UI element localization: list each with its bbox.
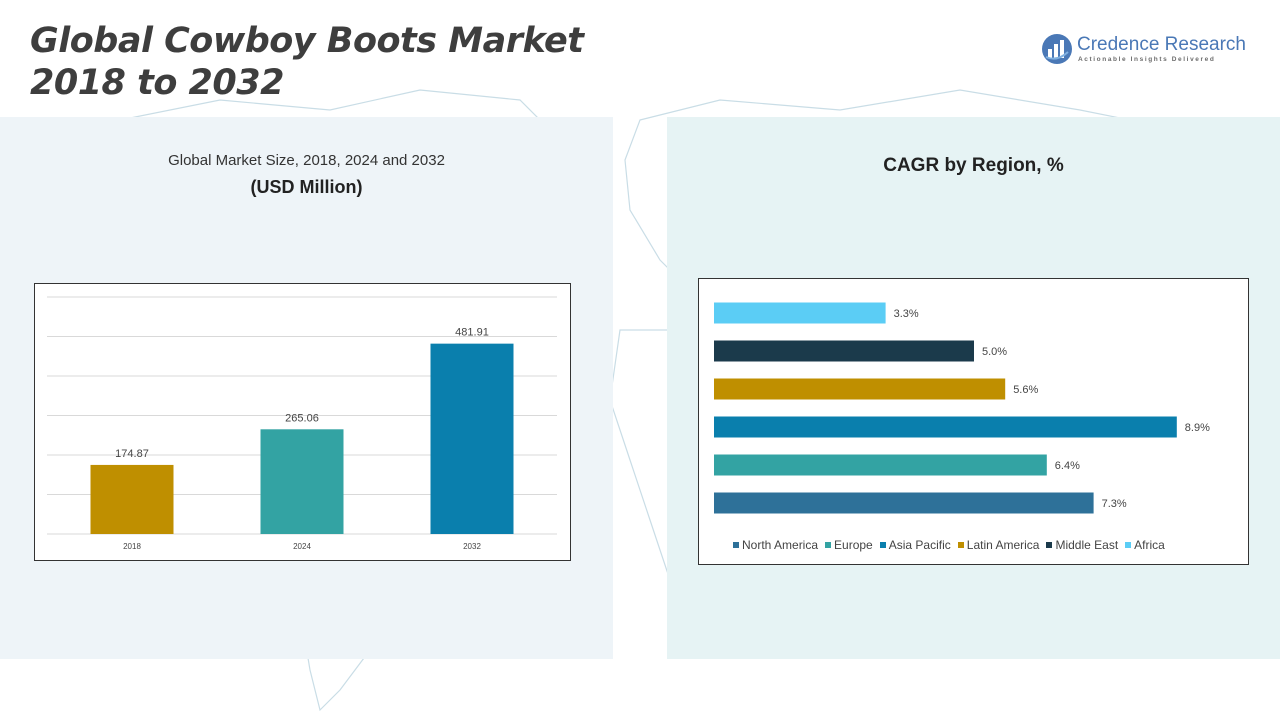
title-line-1: Global Cowboy Boots Market [30, 21, 584, 61]
bar-middle-east [714, 340, 974, 362]
credence-logo-icon [1042, 34, 1072, 64]
legend-label: Middle East [1055, 538, 1119, 552]
bar-2018 [90, 464, 174, 534]
market-size-bar-chart: 174.87 2018 265.06 2024 481.91 2032 [47, 296, 557, 551]
bar-value-label: 3.3% [894, 308, 919, 320]
market-size-chart: 174.87 2018 265.06 2024 481.91 2032 [34, 283, 571, 561]
bar-value-label: 481.91 [455, 327, 489, 339]
left-chart-unit: (USD Million) [250, 177, 363, 197]
legend-item: Asia Pacific [879, 538, 951, 552]
bar-asia-pacific [714, 416, 1177, 438]
page-title: Global Cowboy Boots Market 2018 to 2032 [30, 20, 584, 104]
logo-name: Credence Research [1077, 34, 1246, 55]
bar-2024 [260, 429, 344, 534]
legend-swatch [1125, 542, 1132, 548]
credence-research-logo: Credence Research Actionable Insights De… [1040, 31, 1260, 71]
bar-north-america [714, 492, 1094, 514]
bar-value-label: 6.4% [1055, 460, 1080, 472]
legend-item: Europe [825, 538, 873, 552]
bar-value-label: 8.9% [1185, 422, 1210, 434]
legend-item: Middle East [1046, 538, 1118, 552]
x-tick-label: 2032 [463, 542, 481, 551]
legend-label: Latin America [966, 538, 1040, 552]
bar-value-label: 265.06 [285, 412, 319, 424]
legend-swatch [733, 542, 739, 548]
legend-label: Asia Pacific [888, 538, 951, 552]
legend-label: Africa [1134, 538, 1165, 552]
legend-label: Europe [834, 538, 873, 552]
right-chart-title: CAGR by Region, % [883, 155, 1064, 176]
legend-swatch [825, 542, 832, 548]
left-chart-subtitle: Global Market Size, 2018, 2024 and 2032 [168, 152, 445, 169]
x-tick-label: 2024 [293, 542, 311, 551]
cagr-bar-chart: 3.3% 5.0% 5.6% 8.9% 6.4% 7.3% [714, 302, 1210, 514]
cagr-chart: 3.3% 5.0% 5.6% 8.9% 6.4% 7.3% North America Eu… [698, 278, 1249, 565]
bar-europe [714, 454, 1047, 476]
legend-item: Latin America [957, 538, 1040, 552]
bar-value-label: 5.0% [982, 346, 1007, 358]
bar-value-label: 7.3% [1102, 498, 1127, 510]
title-line-2: 2018 to 2032 [30, 63, 284, 103]
legend-item: Africa [1125, 538, 1165, 552]
bar-value-label: 174.87 [115, 448, 149, 460]
legend-swatch [879, 542, 886, 548]
cagr-legend: North America Europe Asia Pacific Latin Ame… [733, 538, 1165, 552]
bar-2032 [430, 343, 514, 534]
legend-swatch [957, 542, 964, 548]
legend-item: North America [733, 538, 818, 552]
bar-latin-america [714, 378, 1006, 400]
bar-value-label: 5.6% [1013, 384, 1038, 396]
logo-tagline: Actionable Insights Delivered [1078, 56, 1216, 63]
legend-swatch [1046, 542, 1053, 548]
x-tick-label: 2018 [123, 542, 141, 551]
legend-label: North America [742, 538, 819, 552]
bar-africa [714, 302, 886, 324]
